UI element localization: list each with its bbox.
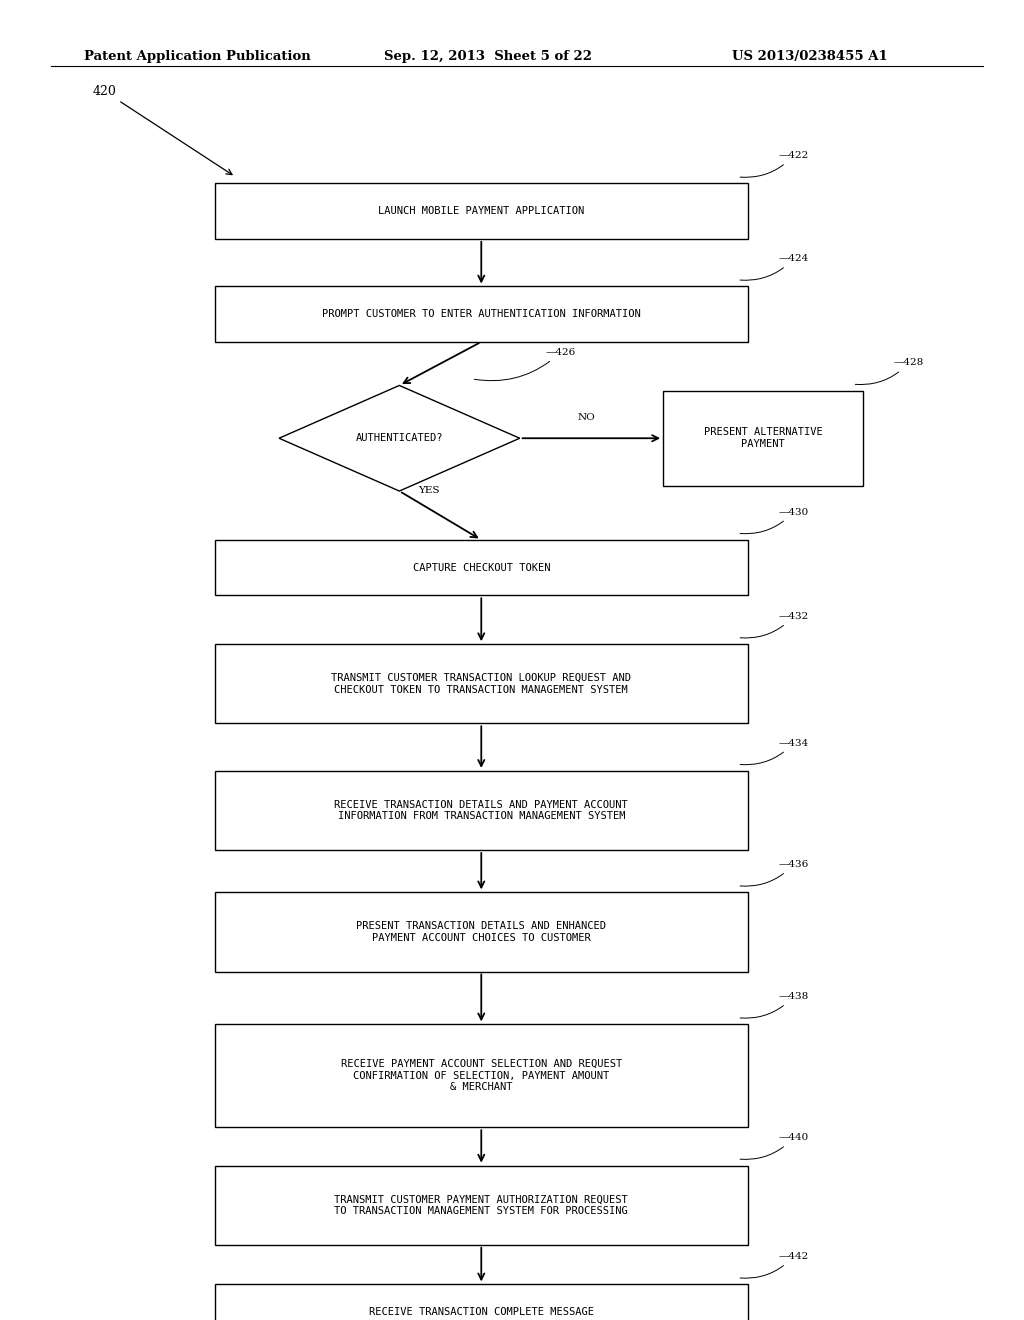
Text: PROMPT CUSTOMER TO ENTER AUTHENTICATION INFORMATION: PROMPT CUSTOMER TO ENTER AUTHENTICATION … <box>322 309 641 319</box>
Text: TRANSMIT CUSTOMER TRANSACTION LOOKUP REQUEST AND
CHECKOUT TOKEN TO TRANSACTION M: TRANSMIT CUSTOMER TRANSACTION LOOKUP REQ… <box>332 673 631 694</box>
Bar <box>215 1166 748 1245</box>
Bar <box>215 644 748 723</box>
Text: TRANSMIT CUSTOMER PAYMENT AUTHORIZATION REQUEST
TO TRANSACTION MANAGEMENT SYSTEM: TRANSMIT CUSTOMER PAYMENT AUTHORIZATION … <box>335 1195 628 1216</box>
Text: —426: —426 <box>474 348 575 380</box>
Bar <box>215 183 748 239</box>
Text: Patent Application Publication: Patent Application Publication <box>84 50 310 63</box>
Text: Sep. 12, 2013  Sheet 5 of 22: Sep. 12, 2013 Sheet 5 of 22 <box>384 50 592 63</box>
Text: LAUNCH MOBILE PAYMENT APPLICATION: LAUNCH MOBILE PAYMENT APPLICATION <box>378 206 585 216</box>
Text: —428: —428 <box>855 359 924 384</box>
Text: RECEIVE TRANSACTION COMPLETE MESSAGE: RECEIVE TRANSACTION COMPLETE MESSAGE <box>369 1307 594 1317</box>
Text: NO: NO <box>578 413 595 422</box>
Text: —440: —440 <box>740 1134 809 1159</box>
Text: CAPTURE CHECKOUT TOKEN: CAPTURE CHECKOUT TOKEN <box>413 562 550 573</box>
Text: YES: YES <box>418 486 439 495</box>
Bar <box>215 771 748 850</box>
Text: —436: —436 <box>740 861 809 886</box>
Bar <box>215 892 748 972</box>
Text: —442: —442 <box>740 1253 809 1278</box>
Bar <box>664 391 862 486</box>
Text: —438: —438 <box>740 993 809 1018</box>
Text: —424: —424 <box>740 255 809 280</box>
Text: PRESENT TRANSACTION DETAILS AND ENHANCED
PAYMENT ACCOUNT CHOICES TO CUSTOMER: PRESENT TRANSACTION DETAILS AND ENHANCED… <box>356 921 606 942</box>
Text: —434: —434 <box>740 739 809 764</box>
Text: —430: —430 <box>740 508 809 533</box>
Text: —422: —422 <box>740 152 809 177</box>
Text: AUTHENTICATED?: AUTHENTICATED? <box>355 433 443 444</box>
Text: RECEIVE TRANSACTION DETAILS AND PAYMENT ACCOUNT
INFORMATION FROM TRANSACTION MAN: RECEIVE TRANSACTION DETAILS AND PAYMENT … <box>335 800 628 821</box>
Bar <box>215 1284 748 1320</box>
Text: 420: 420 <box>92 84 232 174</box>
Bar <box>215 286 748 342</box>
Polygon shape <box>279 385 520 491</box>
Text: PRESENT ALTERNATIVE
PAYMENT: PRESENT ALTERNATIVE PAYMENT <box>703 428 822 449</box>
Text: RECEIVE PAYMENT ACCOUNT SELECTION AND REQUEST
CONFIRMATION OF SELECTION, PAYMENT: RECEIVE PAYMENT ACCOUNT SELECTION AND RE… <box>341 1059 622 1093</box>
Bar <box>215 540 748 595</box>
Bar <box>215 1024 748 1127</box>
Text: US 2013/0238455 A1: US 2013/0238455 A1 <box>732 50 888 63</box>
Text: —432: —432 <box>740 612 809 638</box>
